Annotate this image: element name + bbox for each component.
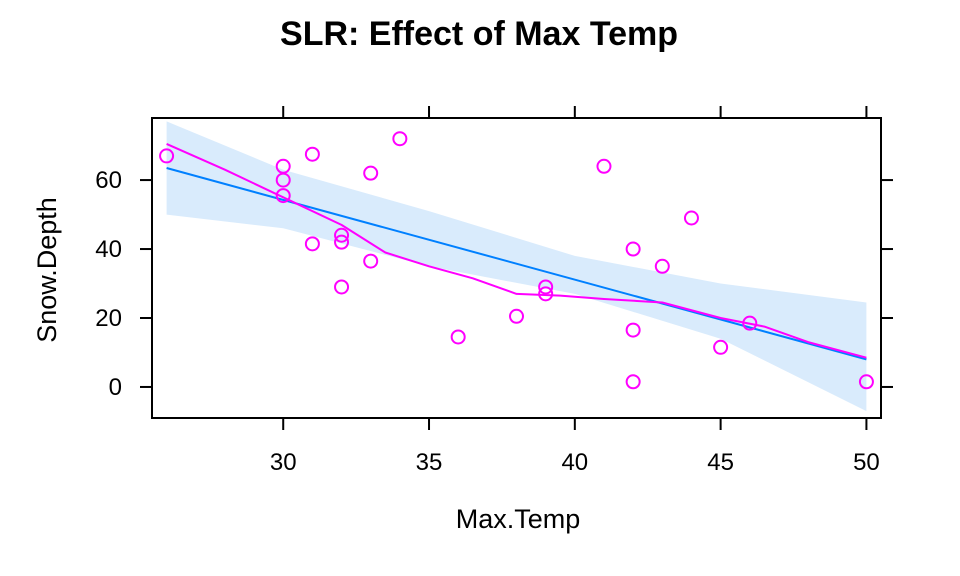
smooth-line — [166, 142, 867, 359]
x-axis-label: Max.Temp — [456, 504, 581, 534]
data-point — [334, 227, 350, 243]
data-point — [304, 236, 320, 252]
x-axis: 30 35 40 45 50 — [270, 106, 880, 476]
y-tick-label: 60 — [95, 167, 122, 194]
plot-frame — [151, 117, 882, 419]
data-point — [596, 158, 612, 174]
data-point — [625, 241, 641, 257]
data-point — [392, 131, 408, 147]
x-tick-label: 45 — [707, 449, 734, 476]
data-point — [275, 188, 291, 204]
data-point — [334, 234, 350, 250]
data-point — [625, 322, 641, 338]
data-point — [334, 279, 350, 295]
data-point — [625, 374, 641, 390]
confidence-band — [166, 121, 867, 412]
data-point — [858, 374, 874, 390]
data-point — [304, 146, 320, 162]
data-point — [159, 148, 175, 164]
y-axis: 0 20 40 60 — [95, 167, 893, 401]
x-tick-label: 30 — [270, 449, 297, 476]
x-tick-label: 40 — [561, 449, 588, 476]
y-axis-label: Snow.Depth — [32, 197, 62, 343]
confidence-band-layer — [166, 121, 867, 412]
lines-layer — [166, 142, 867, 361]
data-point — [275, 172, 291, 188]
data-point — [742, 315, 758, 331]
y-tick-label: 40 — [95, 236, 122, 263]
y-tick-label: 20 — [95, 305, 122, 332]
data-point — [683, 210, 699, 226]
data-point — [509, 308, 524, 324]
data-point — [713, 339, 729, 355]
data-point — [538, 279, 554, 295]
chart-title: SLR: Effect of Max Temp — [280, 15, 678, 53]
data-point — [450, 329, 466, 345]
data-point — [538, 286, 554, 302]
data-point — [363, 165, 379, 181]
x-tick-label: 35 — [416, 449, 443, 476]
data-point — [363, 253, 379, 269]
x-tick-label: 50 — [853, 449, 880, 476]
y-tick-label: 0 — [109, 374, 122, 401]
data-point — [654, 258, 670, 274]
fit-line — [166, 167, 867, 361]
points-layer — [159, 131, 874, 390]
